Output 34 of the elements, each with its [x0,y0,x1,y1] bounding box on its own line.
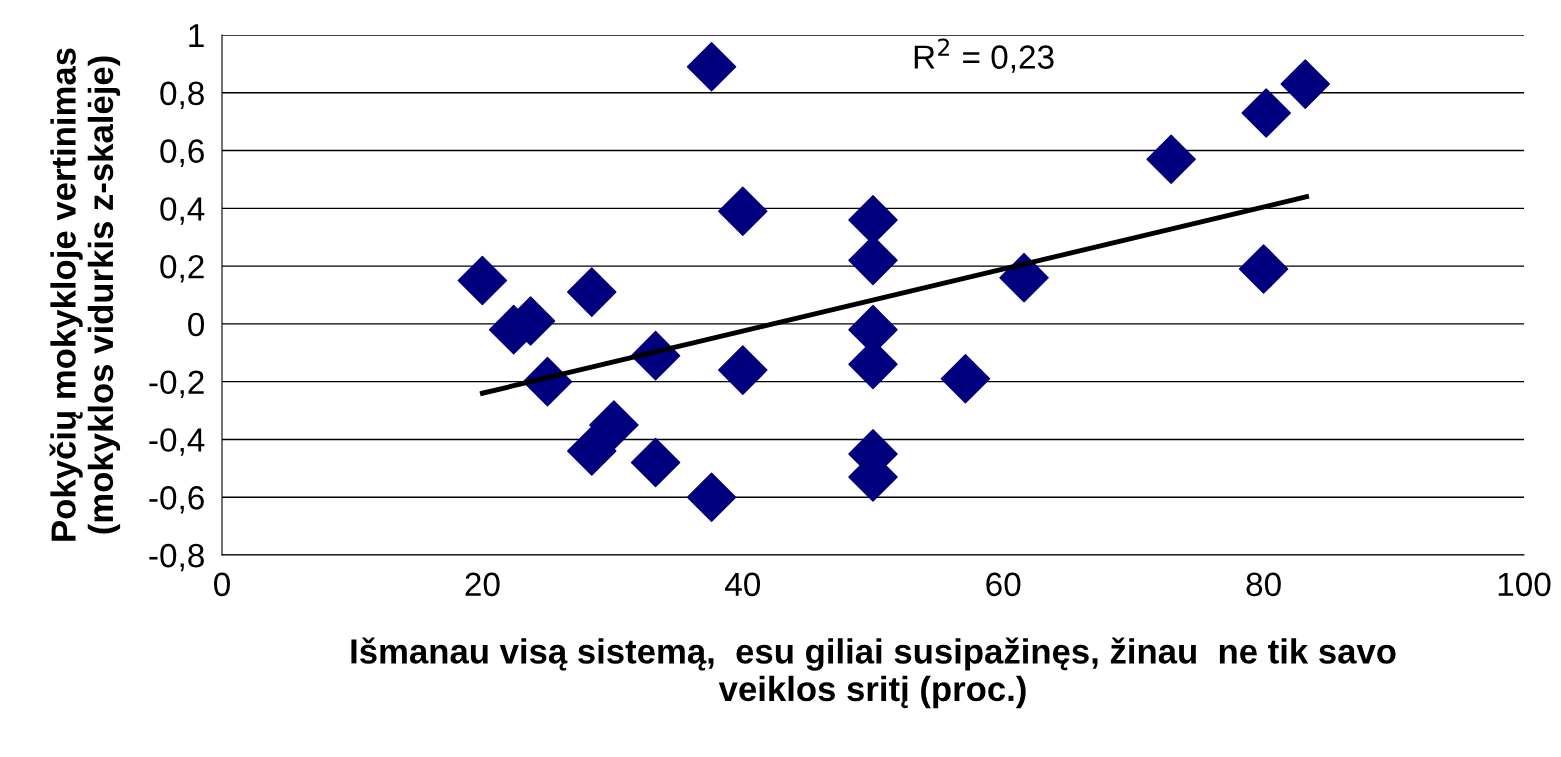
point [686,472,737,522]
point [718,345,768,395]
x-tick-label: 80 [1246,572,1281,597]
point [1241,88,1291,138]
point [457,255,508,306]
point [1146,134,1196,184]
y-tick-label: 0,8 [160,81,204,110]
y-tick-label: 0,2 [160,254,204,283]
y-tick-label: -0,4 [149,428,205,456]
y-tick-label: 0,6 [160,139,204,167]
point [630,437,681,488]
y-tick-label: 0 [188,312,205,337]
point [567,267,617,317]
y-tick-label: -0,2 [149,370,204,399]
x-tick-label: 20 [465,572,500,597]
y-tick-label: -0,6 [149,486,204,514]
point [589,400,639,450]
y-tick-label: -0,8 [149,543,204,572]
point [940,354,991,404]
point [1280,59,1331,109]
y-tick-label: 0,4 [160,197,205,225]
x-tick-label: 0 [214,572,230,597]
annotation: R$^{2}$ = 0,23 [914,38,1054,73]
y-tick-label: 1 [189,24,204,48]
point [1238,244,1289,294]
x-tick-label: 100 [1498,572,1551,597]
point [999,252,1049,303]
point [718,186,768,236]
point [567,426,617,476]
point [686,42,737,92]
x-tick-label: 40 [725,572,761,597]
y-axis-title: Pokyčių mokykloje vertinimas (mokyklos vidurkis z-skalėje) [49,48,121,541]
x-tick-label: 60 [986,572,1021,597]
x-axis-title: Išmanau visą sistemą, esu giliai susipažinęs, žinau ne tik savo veiklos sritį (proc.) [351,637,1396,709]
